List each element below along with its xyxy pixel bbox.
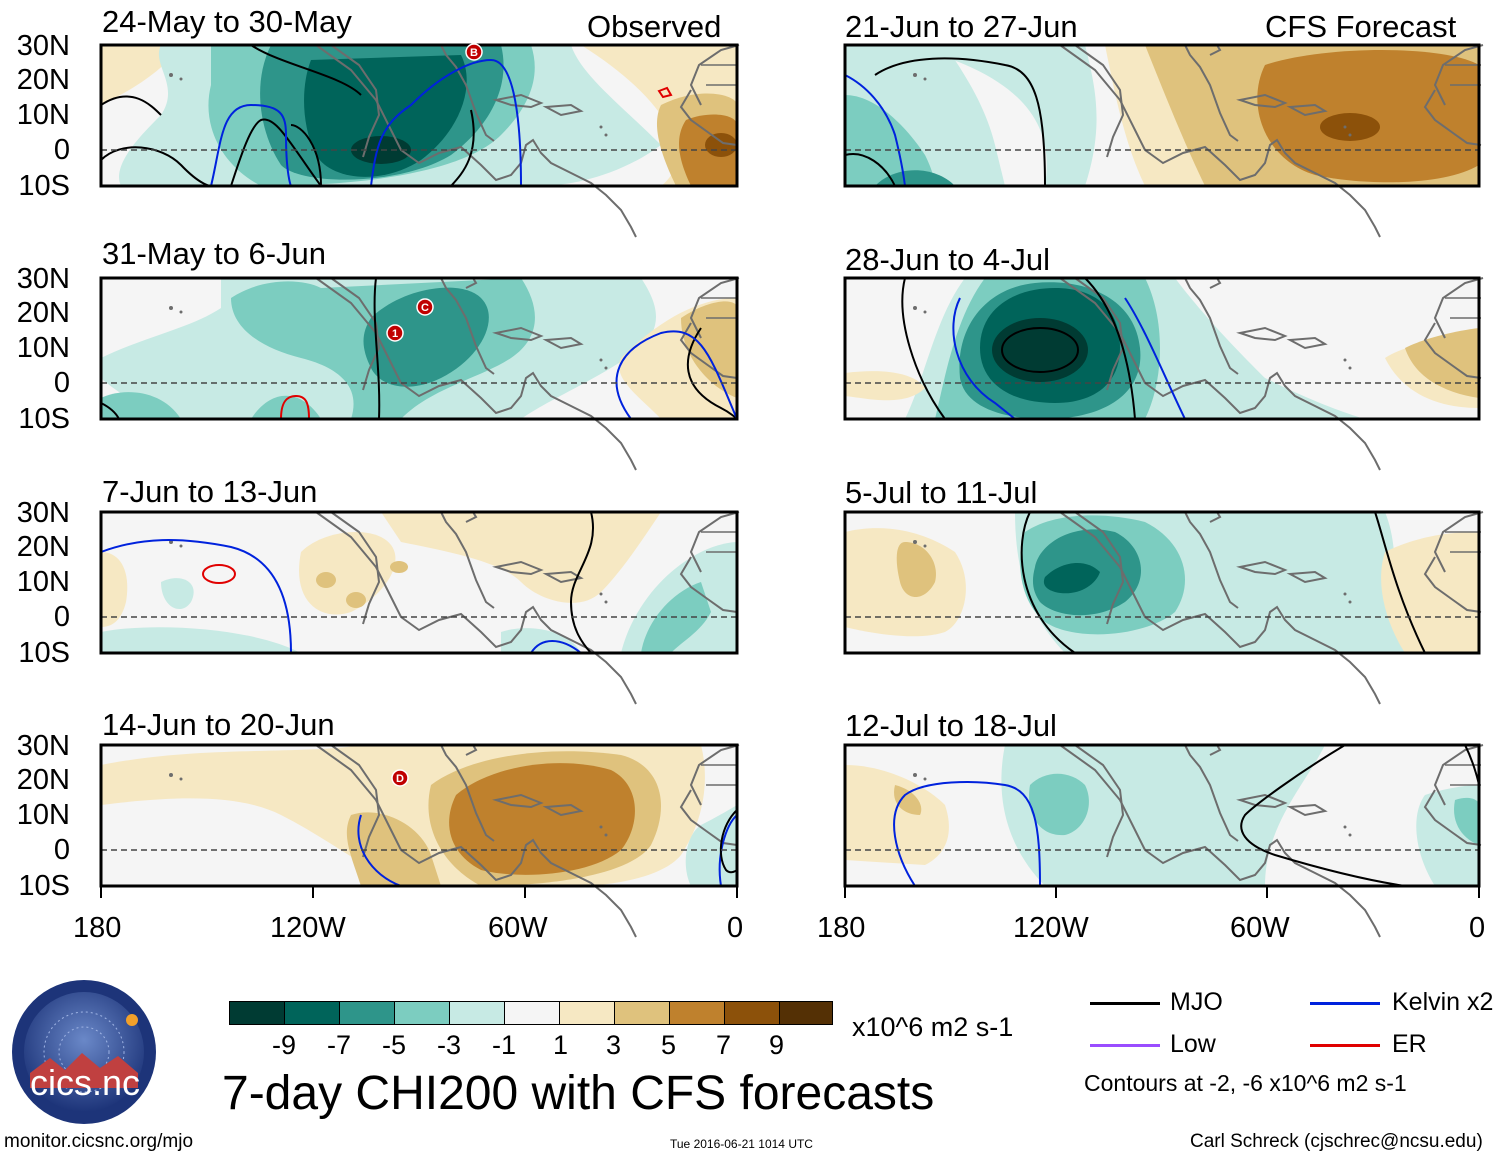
lat-label: 30N	[16, 263, 70, 295]
colorbar-swatch	[724, 1001, 780, 1025]
lat-label: 10S	[18, 637, 70, 669]
lon-label: 60W	[1230, 912, 1290, 944]
panel-title: 14-Jun to 20-Jun	[102, 707, 335, 742]
colorbar-swatch	[284, 1001, 340, 1025]
colorbar-swatch	[229, 1001, 285, 1025]
colorbar-units: x10^6 m2 s-1	[852, 1012, 1014, 1042]
lat-label: 10N	[16, 99, 70, 131]
panel-7-map	[843, 743, 1484, 938]
cfs-forecast-label: CFS Forecast	[1265, 9, 1457, 44]
legend-line-low	[1090, 1044, 1160, 1047]
lat-label: 10S	[18, 870, 70, 902]
lat-label: 20N	[16, 297, 70, 329]
lat-label: 20N	[16, 531, 70, 563]
colorbar-swatch	[449, 1001, 505, 1025]
storm-marker	[465, 43, 483, 61]
panel-6-map	[843, 510, 1484, 705]
lat-label: 0	[53, 834, 70, 866]
lat-label: 0	[53, 134, 70, 166]
storm-marker	[416, 298, 434, 316]
lat-label: 10N	[16, 799, 70, 831]
lat-label: 20N	[16, 64, 70, 96]
lon-label: 0	[1469, 912, 1486, 944]
colorbar-swatch	[339, 1001, 395, 1025]
colorbar-swatch	[779, 1001, 833, 1025]
footer-url: monitor.cicsnc.org/mjo	[4, 1131, 194, 1152]
colorbar-label: 9	[769, 1030, 785, 1060]
logo-text: cics.nc	[30, 1062, 141, 1103]
colorbar-label: -9	[272, 1030, 297, 1060]
lat-label: 10N	[16, 332, 70, 364]
storm-marker-label: 1	[392, 328, 398, 340]
lat-label: 10S	[18, 403, 70, 435]
storm-marker-label: B	[470, 47, 478, 59]
colorbar-label: 1	[553, 1030, 569, 1060]
panel-title: 28-Jun to 4-Jul	[845, 242, 1051, 277]
colorbar-swatch	[504, 1001, 560, 1025]
storm-marker	[391, 769, 409, 787]
colorbar-swatch	[614, 1001, 670, 1025]
legend-label: Low	[1170, 1030, 1216, 1058]
lat-label: 20N	[16, 764, 70, 796]
colorbar-swatch	[559, 1001, 615, 1025]
legend-label: Kelvin x2	[1392, 988, 1494, 1016]
observed-label: Observed	[587, 9, 722, 44]
lat-label: 30N	[16, 730, 70, 762]
colorbar-label: -3	[437, 1030, 462, 1060]
panel-title: 24-May to 30-May	[102, 4, 352, 39]
storm-marker-label: C	[421, 302, 429, 314]
panel-title: 31-May to 6-Jun	[102, 236, 326, 271]
panel-title: 12-Jul to 18-Jul	[845, 708, 1057, 743]
legend-label: MJO	[1170, 988, 1223, 1016]
colorbar-label: 5	[661, 1030, 677, 1060]
lon-label: 60W	[488, 912, 548, 944]
legend-label: ER	[1392, 1030, 1427, 1058]
lat-label: 10S	[18, 170, 70, 202]
map-grid: B 1 C D	[99, 43, 1484, 938]
colorbar-label: 7	[716, 1030, 732, 1060]
panel-title: 7-Jun to 13-Jun	[102, 474, 318, 509]
legend-line-mjo	[1090, 1002, 1160, 1005]
panel-2-map	[99, 510, 740, 705]
storm-marker-label: D	[396, 773, 404, 785]
lon-label: 180	[817, 912, 866, 944]
legend-line-er	[1310, 1044, 1380, 1047]
lon-label: 120W	[270, 912, 346, 944]
lon-label: 120W	[1013, 912, 1089, 944]
colorbar-label: -7	[327, 1030, 352, 1060]
panel-4-map	[843, 43, 1484, 238]
lat-label: 30N	[16, 30, 70, 62]
main-title: 7-day CHI200 with CFS forecasts	[222, 1067, 935, 1120]
panel-0-map	[99, 43, 740, 238]
panel-5-map	[843, 276, 1484, 471]
colorbar-swatch	[669, 1001, 725, 1025]
lon-label: 0	[727, 912, 744, 944]
footer-credit: Carl Schreck (cjschrec@ncsu.edu)	[1190, 1131, 1483, 1152]
panel-title: 21-Jun to 27-Jun	[845, 9, 1078, 44]
colorbar-swatch	[394, 1001, 450, 1025]
lon-label: 180	[73, 912, 122, 944]
panel-title: 5-Jul to 11-Jul	[845, 475, 1038, 510]
colorbar-label: -5	[382, 1030, 407, 1060]
cics-logo	[12, 980, 156, 1124]
footer-timestamp: Tue 2016-06-21 1014 UTC	[670, 1137, 813, 1151]
legend-note: Contours at -2, -6 x10^6 m2 s-1	[1084, 1070, 1407, 1096]
colorbar-label: -1	[492, 1030, 517, 1060]
colorbar-label: 3	[606, 1030, 622, 1060]
legend-line-kelvin	[1310, 1002, 1380, 1005]
panel-3-map	[99, 743, 740, 938]
lat-label: 30N	[16, 497, 70, 529]
lat-label: 10N	[16, 566, 70, 598]
x-ticks	[100, 886, 1480, 898]
storm-marker	[386, 324, 404, 342]
lat-label: 0	[53, 601, 70, 633]
lat-label: 0	[53, 367, 70, 399]
